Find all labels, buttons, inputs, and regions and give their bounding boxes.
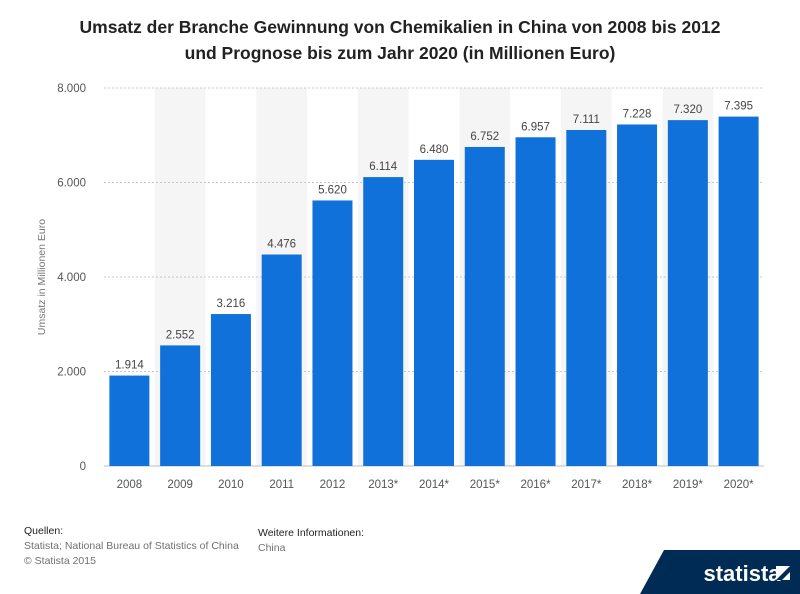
info-heading: Weitere Informationen:: [258, 527, 365, 539]
data-label: 2.552: [166, 329, 195, 341]
bar: [363, 177, 404, 466]
x-tick-label: 2019*: [673, 479, 704, 491]
x-tick-label: 2015*: [470, 479, 501, 491]
bar: [464, 146, 505, 466]
x-tick-label: 2012: [320, 479, 346, 491]
bar: [515, 137, 556, 467]
x-tick-label: 2018*: [622, 479, 653, 491]
data-label: 7.320: [673, 104, 702, 116]
y-tick-label: 8.000: [57, 83, 86, 95]
x-tick-label: 2013*: [368, 479, 399, 491]
data-label: 1.914: [115, 360, 144, 372]
sources-text: Statista; National Bureau of Statistics …: [24, 540, 239, 552]
chart-title: Umsatz der Branche Gewinnung von Chemika…: [0, 14, 800, 66]
y-tick-label: 0: [80, 461, 86, 473]
y-tick-label: 6.000: [57, 178, 86, 190]
bar: [667, 120, 708, 466]
bar: [718, 116, 759, 467]
bar: [414, 159, 454, 466]
y-tick-label: 4.000: [57, 272, 86, 284]
brand-wordmark: statista: [703, 561, 781, 586]
copyright-text: © Statista 2015: [24, 555, 96, 567]
x-tick-label: 2011: [269, 479, 294, 491]
statista-logo-icon: [776, 566, 790, 580]
bar: [312, 200, 353, 466]
bar: [261, 254, 302, 466]
sources-heading: Quellen:: [24, 525, 64, 537]
data-label: 7.228: [623, 108, 652, 120]
brand-background: [640, 550, 800, 594]
info-text: China: [258, 542, 286, 554]
data-label: 6.480: [420, 144, 449, 156]
data-label: 5.620: [318, 184, 347, 196]
x-tick-label: 2008: [117, 479, 143, 491]
bar: [617, 124, 658, 467]
x-tick-label: 2014*: [419, 479, 450, 491]
data-label: 6.957: [521, 121, 550, 133]
x-tick-label: 2009: [167, 479, 193, 491]
y-axis-title: Umsatz in Millionen Euro: [36, 219, 48, 335]
data-label: 6.114: [369, 161, 398, 173]
x-tick-label: 2016*: [521, 479, 552, 491]
x-tick-label: 2020*: [724, 479, 755, 491]
bar: [160, 345, 201, 466]
data-label: 6.752: [470, 131, 499, 143]
y-tick-label: 2.000: [57, 367, 86, 379]
statista-brand[interactable]: statista: [640, 550, 800, 594]
chart-title-line-2: und Prognose bis zum Jahr 2020 (in Milli…: [184, 43, 616, 63]
info-block: Weitere Informationen: China: [258, 526, 364, 556]
data-label: 3.216: [217, 298, 246, 310]
x-tick-label: 2017*: [571, 479, 602, 491]
chart-title-line-1: Umsatz der Branche Gewinnung von Chemika…: [79, 17, 721, 37]
bar: [109, 375, 150, 466]
bar: [210, 314, 251, 466]
data-label: 7.395: [724, 101, 753, 113]
data-label: 4.476: [267, 239, 296, 251]
data-label: 7.111: [573, 114, 600, 126]
bar: [566, 130, 607, 466]
sources-block: Quellen: Statista; National Bureau of St…: [24, 524, 239, 569]
x-tick-label: 2010: [218, 479, 244, 491]
